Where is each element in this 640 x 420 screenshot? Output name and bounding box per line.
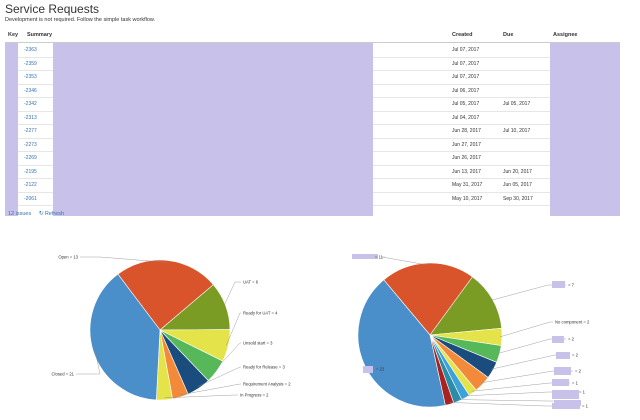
redacted-label bbox=[554, 367, 571, 375]
created-date: Jul 04, 2017 bbox=[452, 114, 480, 121]
pie-label: = 7 bbox=[568, 283, 575, 288]
pie-slice[interactable] bbox=[117, 259, 214, 331]
created-date: Jun 13, 2017 bbox=[452, 168, 481, 175]
issue-key-link[interactable]: -2277 bbox=[24, 128, 37, 134]
due-date: Jun 05, 2017 bbox=[503, 182, 532, 188]
due-date: Jun 20, 2017 bbox=[503, 168, 532, 175]
pie-label: Closed = 21 bbox=[52, 372, 75, 377]
header-created[interactable]: Created bbox=[452, 32, 473, 38]
redacted-key-prefix bbox=[5, 43, 18, 216]
header-assignee[interactable]: Assignee bbox=[553, 32, 578, 38]
pie-label: No component = 2 bbox=[555, 320, 590, 325]
issue-key-link[interactable]: -2363 bbox=[24, 47, 37, 53]
pie-label: Requirement Analysis = 2 bbox=[243, 382, 291, 387]
created-date: Jul 05, 2017 bbox=[452, 101, 480, 107]
redacted-summary bbox=[53, 43, 373, 216]
issue-key-link[interactable]: -2313 bbox=[24, 114, 37, 121]
status-pie-chart: Open = 13 UAT = 6 Ready for UAT = 4 Unsold … bbox=[52, 255, 291, 401]
issue-key-link[interactable]: -2061 bbox=[24, 195, 37, 202]
pie-label: = 2 bbox=[575, 369, 582, 374]
issue-key-link[interactable]: -2342 bbox=[24, 101, 37, 107]
pie-slice[interactable] bbox=[429, 276, 503, 336]
table-header: Key Summary Created Due Assignee bbox=[5, 29, 620, 43]
created-date: Jul 06, 2017 bbox=[452, 87, 480, 94]
component-pie-chart: = 11= 7No component = 2= 2= 2= 2= 1= 1= … bbox=[352, 254, 590, 409]
due-date: Jul 05, 2017 bbox=[503, 101, 531, 107]
due-date: Sep 30, 2017 bbox=[503, 195, 533, 202]
created-date: Jun 27, 2017 bbox=[452, 141, 481, 148]
pie-leader-line bbox=[214, 342, 241, 371]
issue-key-link[interactable]: -2346 bbox=[24, 87, 37, 94]
header-summary[interactable]: Summary bbox=[27, 32, 53, 38]
pie-slice[interactable] bbox=[89, 273, 161, 401]
pie-label: In Progress = 2 bbox=[240, 393, 269, 398]
redacted-assignee bbox=[550, 43, 620, 216]
pie-leader-line bbox=[80, 256, 168, 263]
created-date: Jun 28, 2017 bbox=[452, 128, 481, 134]
table-footer: 12 issues ↻Refresh bbox=[8, 210, 64, 217]
issue-key-link[interactable]: -2195 bbox=[24, 168, 37, 175]
pie-leader-line bbox=[499, 321, 553, 338]
refresh-icon: ↻ bbox=[38, 211, 44, 217]
refresh-button[interactable]: ↻Refresh bbox=[39, 211, 64, 217]
pie-label: Unsold start = 3 bbox=[243, 341, 273, 346]
pie-label: = 2 bbox=[568, 337, 575, 342]
pie-leader-line bbox=[226, 312, 241, 346]
redacted-label bbox=[352, 254, 378, 259]
redacted-label bbox=[552, 403, 580, 409]
pie-leader-line bbox=[76, 349, 101, 375]
redacted-label bbox=[556, 352, 570, 359]
pie-label: = 2 bbox=[572, 353, 579, 358]
pie-label: = 1 bbox=[572, 381, 579, 386]
redacted-label bbox=[552, 379, 569, 386]
page-subtitle: Development is not required. Follow the … bbox=[5, 17, 156, 23]
pie-slice[interactable] bbox=[383, 262, 473, 336]
pie-label: Open = 13 bbox=[58, 255, 78, 260]
redacted-label bbox=[363, 366, 373, 373]
created-date: Jul 07, 2017 bbox=[452, 60, 480, 67]
created-date: Jul 07, 2017 bbox=[452, 74, 480, 80]
redacted-label bbox=[552, 336, 564, 343]
pie-leader-line bbox=[223, 281, 241, 307]
due-date: Jul 10, 2017 bbox=[503, 128, 531, 134]
created-date: May 10, 2017 bbox=[452, 195, 483, 202]
refresh-label: Refresh bbox=[44, 211, 65, 217]
header-due[interactable]: Due bbox=[503, 32, 514, 38]
created-date: Jul 07, 2017 bbox=[452, 47, 480, 53]
issue-key-link[interactable]: -2269 bbox=[24, 155, 37, 161]
created-date: Jun 26, 2017 bbox=[452, 155, 481, 161]
pie-label: UAT = 6 bbox=[243, 280, 259, 285]
pie-label: = 11 bbox=[375, 255, 384, 260]
pie-label: Ready for UAT = 4 bbox=[243, 311, 278, 316]
pie-label: = 22 bbox=[376, 367, 385, 372]
page-title: Service Requests bbox=[5, 2, 100, 16]
pie-label: Ready for Release = 3 bbox=[243, 365, 285, 370]
issue-key-link[interactable]: -2353 bbox=[24, 74, 37, 80]
pie-leader-line bbox=[197, 366, 241, 387]
issues-count-link[interactable]: 12 issues bbox=[8, 211, 32, 217]
pie-leader-line bbox=[381, 256, 428, 266]
created-date: May 31, 2017 bbox=[452, 182, 483, 188]
pie-leader-line bbox=[164, 394, 238, 399]
redacted-label bbox=[552, 281, 565, 288]
issue-key-link[interactable]: -2273 bbox=[24, 141, 37, 148]
pie-leader-line bbox=[179, 383, 241, 396]
issue-key-link[interactable]: -2122 bbox=[24, 182, 37, 188]
redacted-label bbox=[552, 390, 579, 399]
issue-key-link[interactable]: -2359 bbox=[24, 60, 37, 67]
header-key[interactable]: Key bbox=[8, 32, 19, 38]
pie-label: = 1 bbox=[579, 390, 586, 395]
pie-label: = 1 bbox=[582, 404, 589, 409]
